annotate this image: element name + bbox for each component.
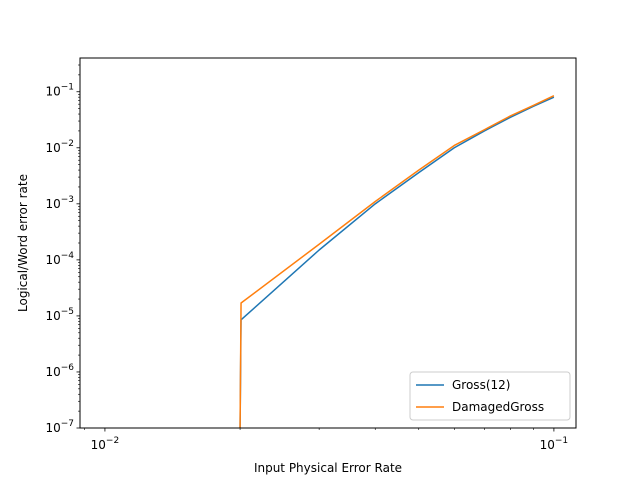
- plot-frame: [79, 57, 577, 429]
- y-tick-label-exponent: −1: [61, 83, 74, 93]
- y-tick-label: 10−2: [45, 139, 74, 155]
- y-tick-label: 10−6: [45, 363, 74, 379]
- y-tick-label-base: 10: [45, 85, 60, 99]
- y-tick-label-exponent: −2: [61, 139, 74, 149]
- x-tick-label-exponent: −1: [555, 436, 568, 446]
- x-tick-label-base: 10: [540, 438, 555, 452]
- x-axis-title: Input Physical Error Rate: [254, 461, 402, 475]
- x-tick-label: 10−2: [91, 436, 120, 452]
- y-tick-label-base: 10: [45, 309, 60, 323]
- y-tick-label: 10−3: [45, 195, 74, 211]
- y-tick-label-base: 10: [45, 421, 60, 435]
- legend-label-1: Gross(12): [452, 378, 510, 392]
- ticks-layer: 10−710−610−510−410−310−210−110−2 10−1: [45, 64, 569, 452]
- series-line-2: [239, 95, 555, 429]
- x-tick-label-base: 10: [91, 438, 106, 452]
- y-tick-label-base: 10: [45, 141, 60, 155]
- legend-label-2: DamagedGross: [452, 400, 544, 414]
- y-tick-label-exponent: −6: [61, 363, 75, 373]
- y-tick-label-exponent: −4: [61, 251, 75, 261]
- y-tick-label: 10−5: [45, 307, 74, 323]
- y-tick-label-exponent: −3: [61, 195, 74, 205]
- legend-box: [409, 371, 571, 421]
- y-axis-title: Logical/Word error rate: [16, 174, 30, 312]
- y-tick-label-base: 10: [45, 253, 60, 267]
- series-layer: [239, 95, 555, 429]
- y-tick-label-base: 10: [45, 197, 60, 211]
- x-tick-label-exponent: −2: [106, 436, 119, 446]
- y-tick-label-exponent: −5: [61, 307, 74, 317]
- y-tick-label: 10−1: [45, 83, 74, 99]
- y-tick-label: 10−7: [45, 419, 74, 435]
- y-tick-label-exponent: −7: [61, 419, 74, 429]
- series-line-1: [239, 96, 555, 429]
- legend: Gross(12) DamagedGross: [409, 371, 571, 421]
- y-tick-label-base: 10: [45, 365, 60, 379]
- x-tick-label: 10−1: [540, 436, 569, 452]
- y-tick-label: 10−4: [45, 251, 74, 267]
